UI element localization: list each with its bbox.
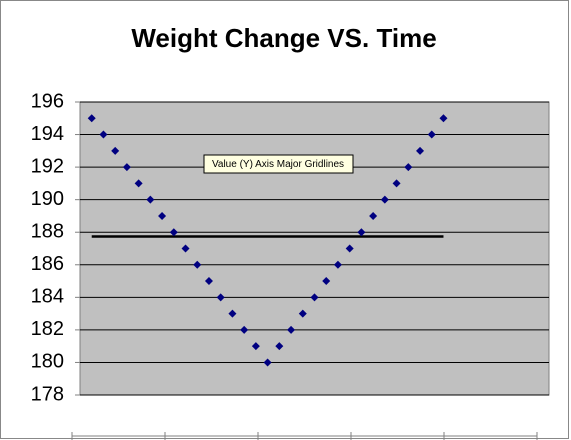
data-point — [427, 130, 436, 139]
plot-layer — [75, 101, 549, 396]
data-point — [146, 195, 155, 204]
y-tick-label: 188 — [31, 221, 64, 243]
y-tick-label: 194 — [31, 123, 64, 145]
data-point — [263, 358, 272, 367]
y-tick-label: 178 — [31, 383, 64, 405]
data-point — [310, 293, 319, 302]
chart-title: Weight Change VS. Time — [131, 23, 436, 53]
data-point — [240, 325, 249, 334]
y-tick-label: 184 — [31, 286, 64, 308]
data-point — [204, 277, 213, 286]
data-point — [275, 342, 284, 351]
data-point — [345, 244, 354, 253]
data-point — [287, 325, 296, 334]
data-point — [392, 179, 401, 188]
data-point — [169, 228, 178, 237]
data-point — [333, 260, 342, 269]
x-axis-ticks — [71, 432, 538, 440]
tooltip: Value (Y) Axis Major Gridlines — [212, 159, 344, 170]
data-point — [416, 146, 425, 155]
y-tick-label: 180 — [31, 351, 64, 373]
data-point — [122, 163, 131, 172]
data-point — [404, 163, 413, 172]
data-point — [228, 309, 237, 318]
data-point — [158, 211, 167, 220]
y-tick-label: 186 — [31, 253, 64, 275]
data-point — [369, 211, 378, 220]
data-point — [251, 342, 260, 351]
data-point — [298, 309, 307, 318]
y-tick-label: 196 — [31, 90, 64, 112]
data-point — [357, 228, 366, 237]
data-point — [99, 130, 108, 139]
data-point — [87, 114, 96, 123]
y-tick-label: 192 — [31, 155, 64, 177]
y-tick-label: 182 — [31, 318, 64, 340]
data-point — [322, 277, 331, 286]
data-point — [193, 260, 202, 269]
data-point — [134, 179, 143, 188]
data-point — [380, 195, 389, 204]
data-point — [439, 114, 448, 123]
tooltip-box — [203, 154, 354, 174]
data-point — [111, 146, 120, 155]
data-point — [181, 244, 190, 253]
y-tick-label: 190 — [31, 188, 64, 210]
plot-area — [79, 101, 550, 396]
data-point — [216, 293, 225, 302]
